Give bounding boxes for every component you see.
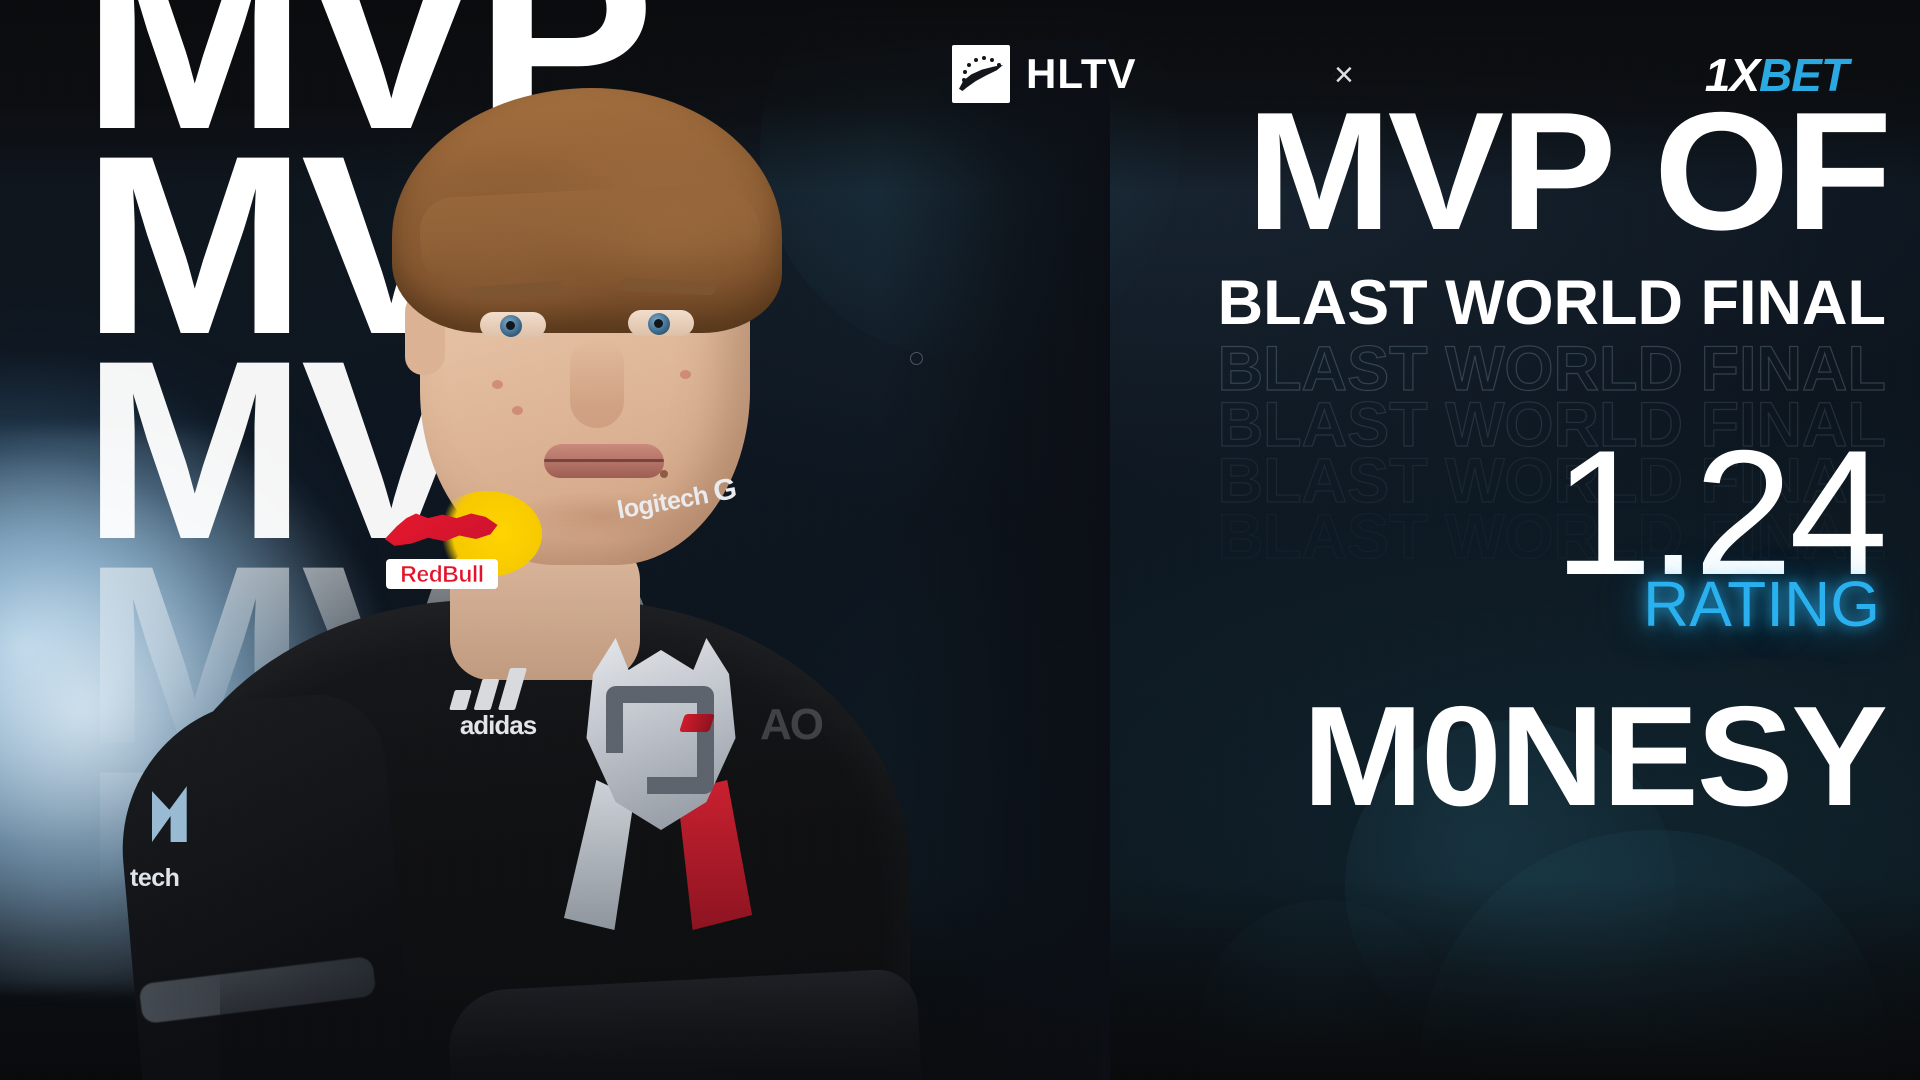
1xbet-bet: BET [1759, 49, 1849, 101]
player-photo: RedBull adidas logitechG tech AO [110, 40, 1110, 1080]
award-event-ghost: BLAST WORLD FINAL [1217, 446, 1887, 516]
adidas-bar [497, 668, 528, 710]
adidas-bars-icon [448, 668, 548, 710]
player-eye-left [480, 312, 546, 338]
player-name: M0NESY [1302, 677, 1888, 836]
player-skin-mark [512, 406, 523, 415]
hltv-logo[interactable]: HLTV [952, 45, 1137, 103]
player-chin-shadow [512, 492, 692, 540]
1xbet-one-x: 1X [1704, 49, 1760, 101]
1xbet-logo[interactable]: 1XBET [1704, 48, 1849, 102]
player-eye-right [628, 310, 694, 336]
player-iris-left [500, 315, 522, 337]
player-lip-line [544, 459, 664, 462]
award-event-name: BLAST WORLD FINAL [1217, 268, 1886, 338]
hltv-dot [962, 78, 966, 82]
logo-separator-x-icon: × [1334, 56, 1354, 94]
g2-esports-logo [560, 630, 760, 930]
hltv-dot [974, 58, 978, 62]
hltv-wordmark: HLTV [1026, 50, 1137, 97]
award-panel: MVP OF BLAST WORLD FINAL BLAST WORLD FIN… [930, 0, 1920, 1080]
hltv-dot [982, 56, 986, 60]
logitech-g-icon: G [710, 472, 739, 509]
award-event-ghost: BLAST WORLD FINAL [1217, 390, 1887, 460]
photo-bottom-fade [220, 970, 1100, 1080]
rating-label: RATING [1642, 568, 1880, 640]
aorus-wordmark: AO [760, 700, 824, 749]
adidas-wordmark: adidas [459, 710, 537, 740]
hltv-mark-icon [952, 45, 1010, 103]
hltv-dot [963, 70, 967, 74]
hltv-dot [997, 63, 1001, 67]
adidas-bar [449, 690, 472, 710]
player-skin-mark [680, 370, 691, 379]
header-bar: HLTV × 1XBET [0, 0, 1920, 140]
player-skin-mark [492, 380, 503, 389]
photo-right-fade [880, 40, 1110, 1080]
g2-eye-icon [679, 714, 715, 732]
adidas-logo: adidas [438, 668, 558, 744]
award-title: MVP OF [1246, 77, 1892, 265]
redbull-wordmark: RedBull [386, 559, 498, 589]
sleeve-sponsor-wordmark: tech [130, 864, 180, 892]
adidas-bar [473, 679, 500, 710]
rating-value: 1.24 [1553, 413, 1888, 612]
redbull-logo: RedBull [378, 491, 542, 611]
hltv-dot [967, 63, 971, 67]
player-nose [570, 340, 624, 428]
award-event-ghost: BLAST WORLD FINAL [1217, 334, 1887, 404]
player-iris-right [648, 313, 670, 335]
player-mole [660, 470, 668, 478]
hltv-dot [990, 58, 994, 62]
award-event-ghost: BLAST WORLD FINAL [1217, 502, 1887, 572]
